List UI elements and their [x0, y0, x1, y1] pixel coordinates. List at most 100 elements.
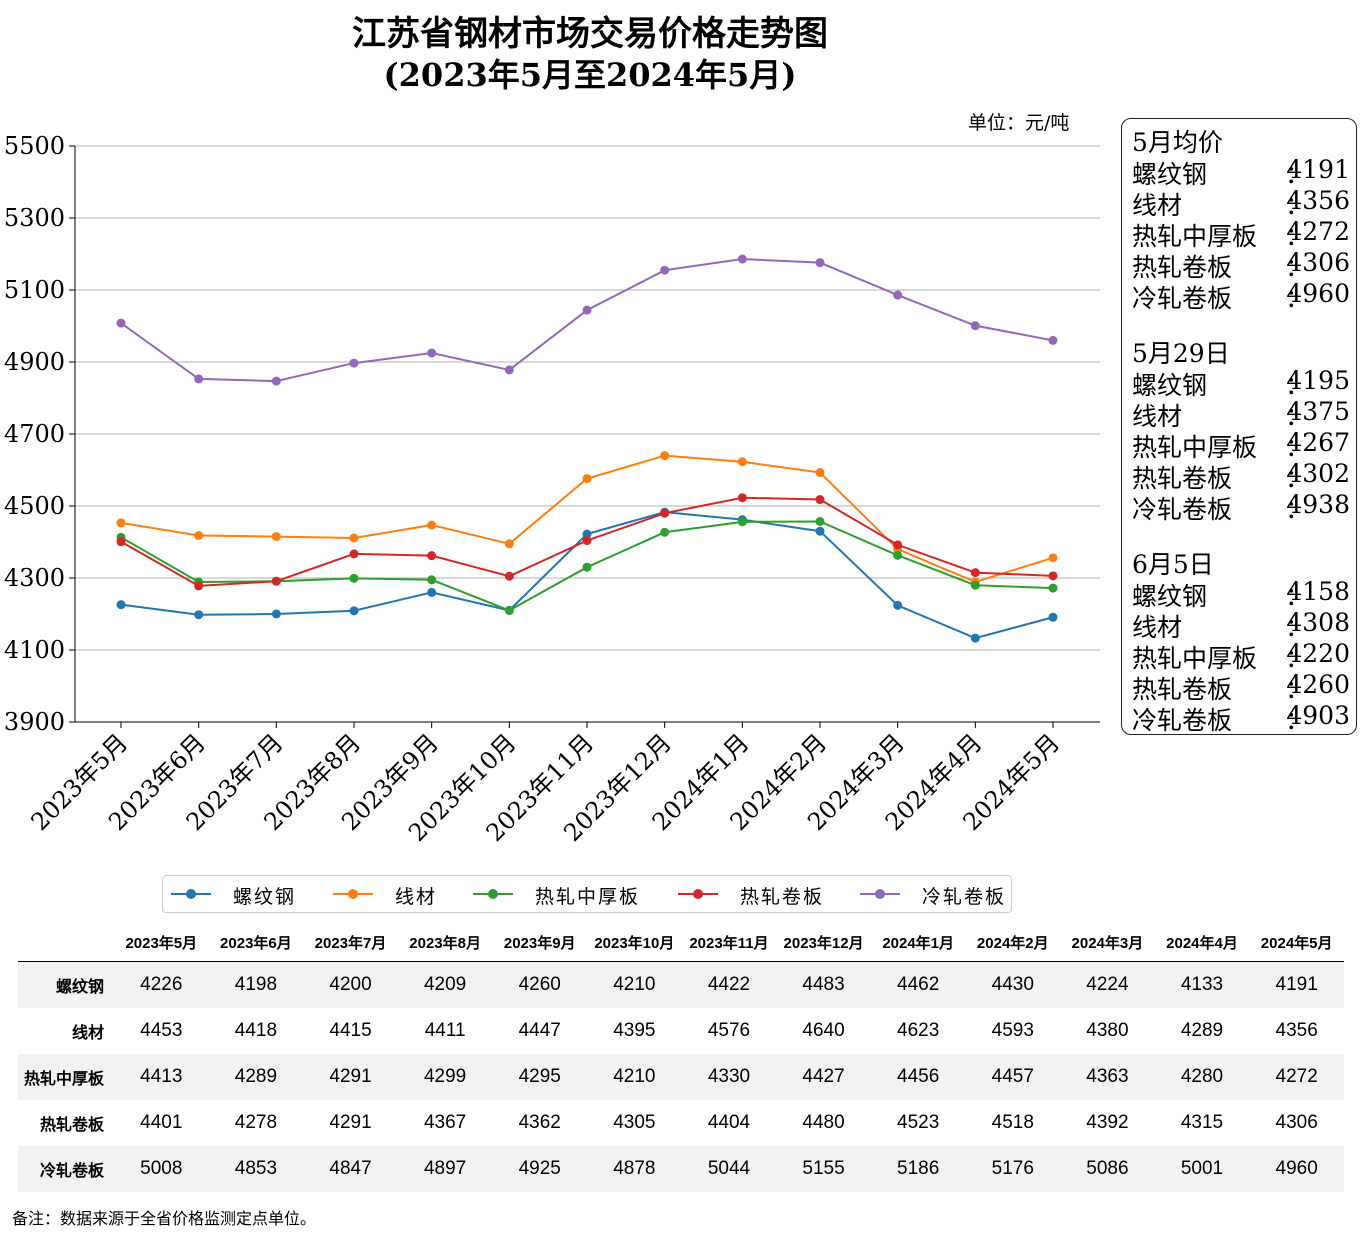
- data-point: [194, 581, 204, 591]
- table-cell: 4226: [114, 961, 209, 1008]
- data-point: [349, 606, 359, 616]
- table-cell: 4853: [208, 1146, 304, 1192]
- summary-colon: ：: [1285, 160, 1311, 189]
- data-point: [582, 562, 592, 572]
- table-row: 螺纹钢 4226 4198 4200 4209 4260 4210 4422 4483 4462 4…: [18, 961, 1344, 1008]
- summary-heading: 6月5日: [1132, 550, 1214, 579]
- table-cell: 4518: [991, 1112, 1034, 1133]
- data-point: [660, 451, 670, 461]
- table-row: 线材 4453 4418 4415 4411 4447 4395 4576 4640 4623 45…: [18, 1008, 1344, 1054]
- line-chart: 3900410043004500470049005100530055002023…: [4, 132, 1100, 847]
- table-cell: 4415: [329, 1020, 372, 1041]
- summary-value: 4302: [1286, 459, 1350, 488]
- table-cell: 4392: [1086, 1112, 1129, 1133]
- data-point: [815, 495, 825, 505]
- data-point: [737, 457, 747, 467]
- data-point: [504, 365, 514, 375]
- legend-marker: [186, 889, 196, 899]
- summary-value: 4195: [1286, 366, 1350, 395]
- summary-colon: ：: [1285, 644, 1311, 673]
- table-cell: 5044: [681, 1146, 777, 1192]
- table-cell: 4210: [587, 1054, 682, 1100]
- chart-title-line2: (2023年5月至2024年5月): [383, 56, 797, 94]
- table-column-header: 2024年2月: [965, 923, 1061, 962]
- summary-label: 螺纹钢: [1132, 371, 1208, 400]
- summary-label: 冷轧卷板: [1132, 706, 1233, 735]
- legend-marker: [348, 889, 358, 899]
- summary-label: 螺纹钢: [1132, 582, 1208, 611]
- table-cell: 4640: [802, 1020, 845, 1041]
- summary-value: 4308: [1286, 608, 1350, 637]
- table-cell: 4200: [303, 961, 398, 1008]
- data-point: [116, 600, 126, 610]
- table-cell: 4427: [776, 1054, 871, 1100]
- summary-value: 4938: [1286, 490, 1350, 519]
- table-cell: 4209: [397, 961, 493, 1008]
- data-point: [427, 348, 437, 358]
- table-column-header: 2024年3月: [1060, 923, 1155, 962]
- table-row-header: 热轧中厚板: [18, 1054, 114, 1100]
- summary-value: 4267: [1286, 428, 1350, 457]
- legend-label: 线材: [395, 886, 438, 908]
- data-point: [427, 520, 437, 530]
- table-row-header: 线材: [71, 1025, 104, 1042]
- summary-row: 冷轧卷板 ： 4938: [1132, 490, 1350, 524]
- data-point: [815, 526, 825, 536]
- data-point: [970, 580, 980, 590]
- summary-colon: ：: [1285, 433, 1311, 462]
- table-column-header: 2023年9月: [492, 923, 588, 962]
- table-column-header: 2024年4月: [1154, 923, 1250, 962]
- table-row: 冷轧卷板 5008 4853 4847 4897 4925 4878 5044 5155 5186…: [18, 1146, 1344, 1192]
- summary-label: 热轧卷板: [1132, 675, 1233, 704]
- legend-marker: [488, 889, 498, 899]
- chart-title-line1: 江苏省钢材市场交易价格走势图: [352, 14, 828, 54]
- table-column-header: 2024年5月: [1249, 923, 1344, 962]
- table-cell: 4380: [1086, 1020, 1129, 1041]
- summary-colon: ：: [1285, 675, 1311, 704]
- data-point: [1048, 553, 1058, 563]
- data-point: [582, 529, 592, 539]
- table-cell: 4291: [303, 1054, 398, 1100]
- summary-row: 螺纹钢 ： 4158: [1132, 577, 1350, 611]
- data-point: [660, 508, 670, 518]
- data-point: [737, 493, 747, 503]
- y-tick-label: 5300: [4, 204, 65, 232]
- table-row-header: 冷轧卷板: [18, 1146, 114, 1192]
- table-cell: 4523: [897, 1112, 940, 1133]
- table-column-header: 2023年6月: [208, 923, 304, 962]
- chart-legend: 螺纹钢 线材 热轧中厚板 热轧卷板 冷轧卷板: [162, 875, 1012, 913]
- table-cell: 5176: [965, 1146, 1061, 1192]
- data-point: [970, 633, 980, 643]
- table-cell: 4356: [1275, 1020, 1318, 1041]
- summary-row: 螺纹钢 ： 4195: [1132, 366, 1350, 400]
- summary-colon: ：: [1285, 582, 1311, 611]
- table-column-header: 2023年8月: [397, 923, 493, 962]
- data-point: [349, 533, 359, 543]
- summary-row: 热轧中厚板 ： 4272: [1132, 217, 1350, 251]
- data-point: [1048, 583, 1058, 593]
- data-point: [427, 551, 437, 561]
- table-cell: 5186: [870, 1146, 966, 1192]
- summary-colon: ：: [1285, 706, 1311, 735]
- summary-colon: ：: [1285, 495, 1311, 524]
- table-cell: 4404: [707, 1112, 751, 1133]
- table-cell: 4418: [234, 1020, 278, 1041]
- data-point: [815, 258, 825, 268]
- summary-label: 线材: [1132, 402, 1183, 431]
- data-point: [349, 573, 359, 583]
- y-tick-label: 4300: [4, 564, 65, 592]
- table-column-header: 2024年1月: [870, 923, 966, 962]
- y-tick-label: 4700: [4, 420, 65, 448]
- legend-marker: [875, 889, 885, 899]
- data-point: [116, 537, 126, 547]
- footnote: 备注：数据来源于全省价格监测定点单位。: [12, 1209, 317, 1228]
- summary-value: 4191: [1286, 155, 1350, 184]
- data-point: [271, 609, 281, 619]
- summary-colon: ：: [1285, 191, 1311, 220]
- data-point: [582, 474, 592, 484]
- summary-row: 线材 ： 4356: [1132, 186, 1350, 220]
- summary-value: 4220: [1286, 639, 1350, 668]
- summary-label: 冷轧卷板: [1132, 284, 1233, 313]
- table-cell: 4960: [1249, 1146, 1344, 1192]
- data-point: [1048, 335, 1058, 345]
